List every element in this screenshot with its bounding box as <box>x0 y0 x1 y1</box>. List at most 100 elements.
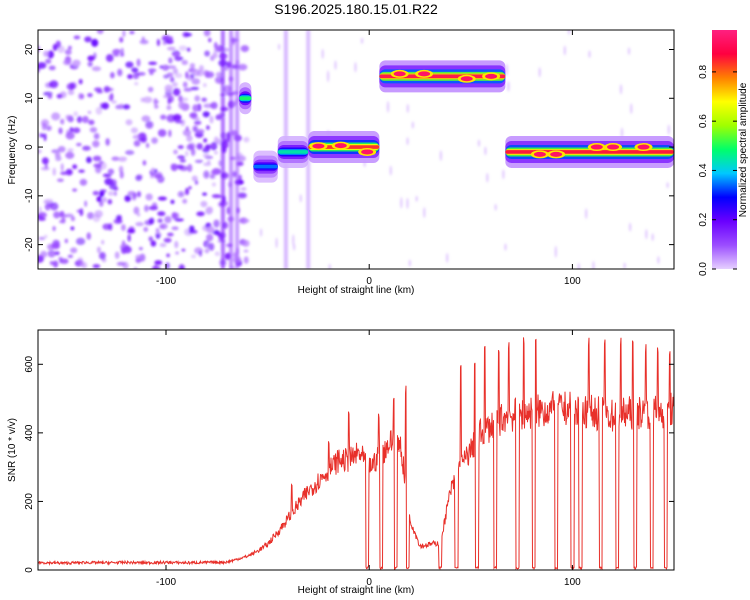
noise-blob <box>59 219 63 224</box>
noise-blob <box>99 200 104 207</box>
noise-blob <box>76 142 82 147</box>
noise-speck <box>408 259 412 267</box>
y-tick-label: 600 <box>24 356 35 373</box>
noise-blob <box>187 163 193 173</box>
noise-blob <box>137 213 141 217</box>
noise-speck <box>400 197 403 209</box>
noise-blob <box>138 247 143 251</box>
noise-blob <box>99 189 107 193</box>
noise-blob <box>182 198 188 204</box>
noise-blob <box>190 73 195 79</box>
noise-blob <box>175 251 179 255</box>
noise-blob <box>70 216 76 222</box>
noise-blob <box>54 251 60 256</box>
noise-blob <box>45 58 52 64</box>
noise-blob <box>78 79 83 85</box>
noise-blob <box>38 62 47 69</box>
noise-blob <box>206 206 213 213</box>
noise-blob <box>168 129 172 138</box>
noise-blob <box>59 210 65 217</box>
colorbar-tick-label: 0.2 <box>698 212 709 226</box>
noise-speck <box>321 48 324 60</box>
noise-blob <box>73 111 79 117</box>
noise-blob <box>178 101 185 110</box>
noise-blob <box>179 159 186 163</box>
noise-blob <box>94 210 103 218</box>
noise-blob <box>43 50 50 57</box>
noise-blob <box>185 187 190 196</box>
noise-blob <box>73 35 81 40</box>
noise-speck <box>360 37 364 44</box>
noise-speck <box>415 195 418 202</box>
noise-speck <box>651 233 654 242</box>
noise-blob <box>135 222 144 227</box>
colorbar-label: Normalized spectral amplitude <box>738 82 749 217</box>
noise-blob <box>155 233 161 239</box>
noise-blob <box>96 196 102 203</box>
noise-speck <box>584 208 588 220</box>
noise-blob <box>84 36 92 43</box>
noise-blob <box>57 146 66 153</box>
signal-band <box>253 164 278 169</box>
noise-blob <box>203 170 210 179</box>
signal-band <box>505 150 674 154</box>
noise-blob <box>64 49 72 56</box>
noise-blob <box>174 73 183 79</box>
noise-blob <box>155 228 160 233</box>
noise-blob <box>172 68 179 75</box>
noise-blob <box>87 61 93 67</box>
spectrogram-heatmap <box>38 30 674 269</box>
noise-speck <box>645 228 648 240</box>
noise-speck <box>334 60 337 70</box>
noise-blob <box>210 142 216 149</box>
noise-blob <box>206 226 215 234</box>
noise-blob <box>80 262 85 267</box>
noise-blob <box>145 193 153 201</box>
noise-blob <box>192 104 199 112</box>
noise-blob <box>163 94 172 99</box>
colorbar: 0.0 0.2 0.4 0.6 0.8 Normalized spectral ampl… <box>698 30 749 276</box>
peak-core <box>312 143 325 149</box>
noise-blob <box>117 68 123 77</box>
noise-blob <box>169 76 175 83</box>
colorbar-tick-label: 0.6 <box>698 114 709 128</box>
noise-blob <box>163 237 172 243</box>
noise-speck <box>277 43 281 50</box>
noise-blob <box>108 94 112 102</box>
noise-blob <box>177 191 185 198</box>
noise-speck <box>477 139 481 147</box>
noise-blob <box>72 59 81 67</box>
noise-blob <box>190 148 196 156</box>
noise-blob <box>184 150 189 157</box>
noise-blob <box>86 156 92 164</box>
y-tick-label: 0 <box>24 144 35 150</box>
noise-blob <box>186 47 191 52</box>
noise-blob <box>177 155 186 159</box>
noise-blob <box>214 251 220 257</box>
noise-speck <box>630 103 633 115</box>
noise-blob <box>191 78 201 85</box>
noise-blob <box>107 199 113 205</box>
noise-blob <box>92 155 102 162</box>
noise-blob <box>188 186 192 190</box>
noise-blob <box>200 200 208 208</box>
noise-blob <box>204 50 210 57</box>
noise-blob <box>183 87 193 92</box>
noise-blob <box>52 260 59 268</box>
noise-speck <box>445 252 449 263</box>
noise-blob <box>154 104 159 109</box>
noise-blob <box>141 115 151 122</box>
noise-blob <box>133 206 140 215</box>
noise-blob <box>121 224 126 231</box>
noise-blob <box>38 149 42 154</box>
noise-blob <box>46 243 55 250</box>
noise-blob <box>136 72 146 76</box>
vertical-streak <box>229 30 234 269</box>
noise-blob <box>111 100 117 104</box>
noise-blob <box>202 192 207 196</box>
noise-blob <box>149 71 154 75</box>
noise-speck <box>507 81 510 92</box>
noise-blob <box>166 253 170 258</box>
